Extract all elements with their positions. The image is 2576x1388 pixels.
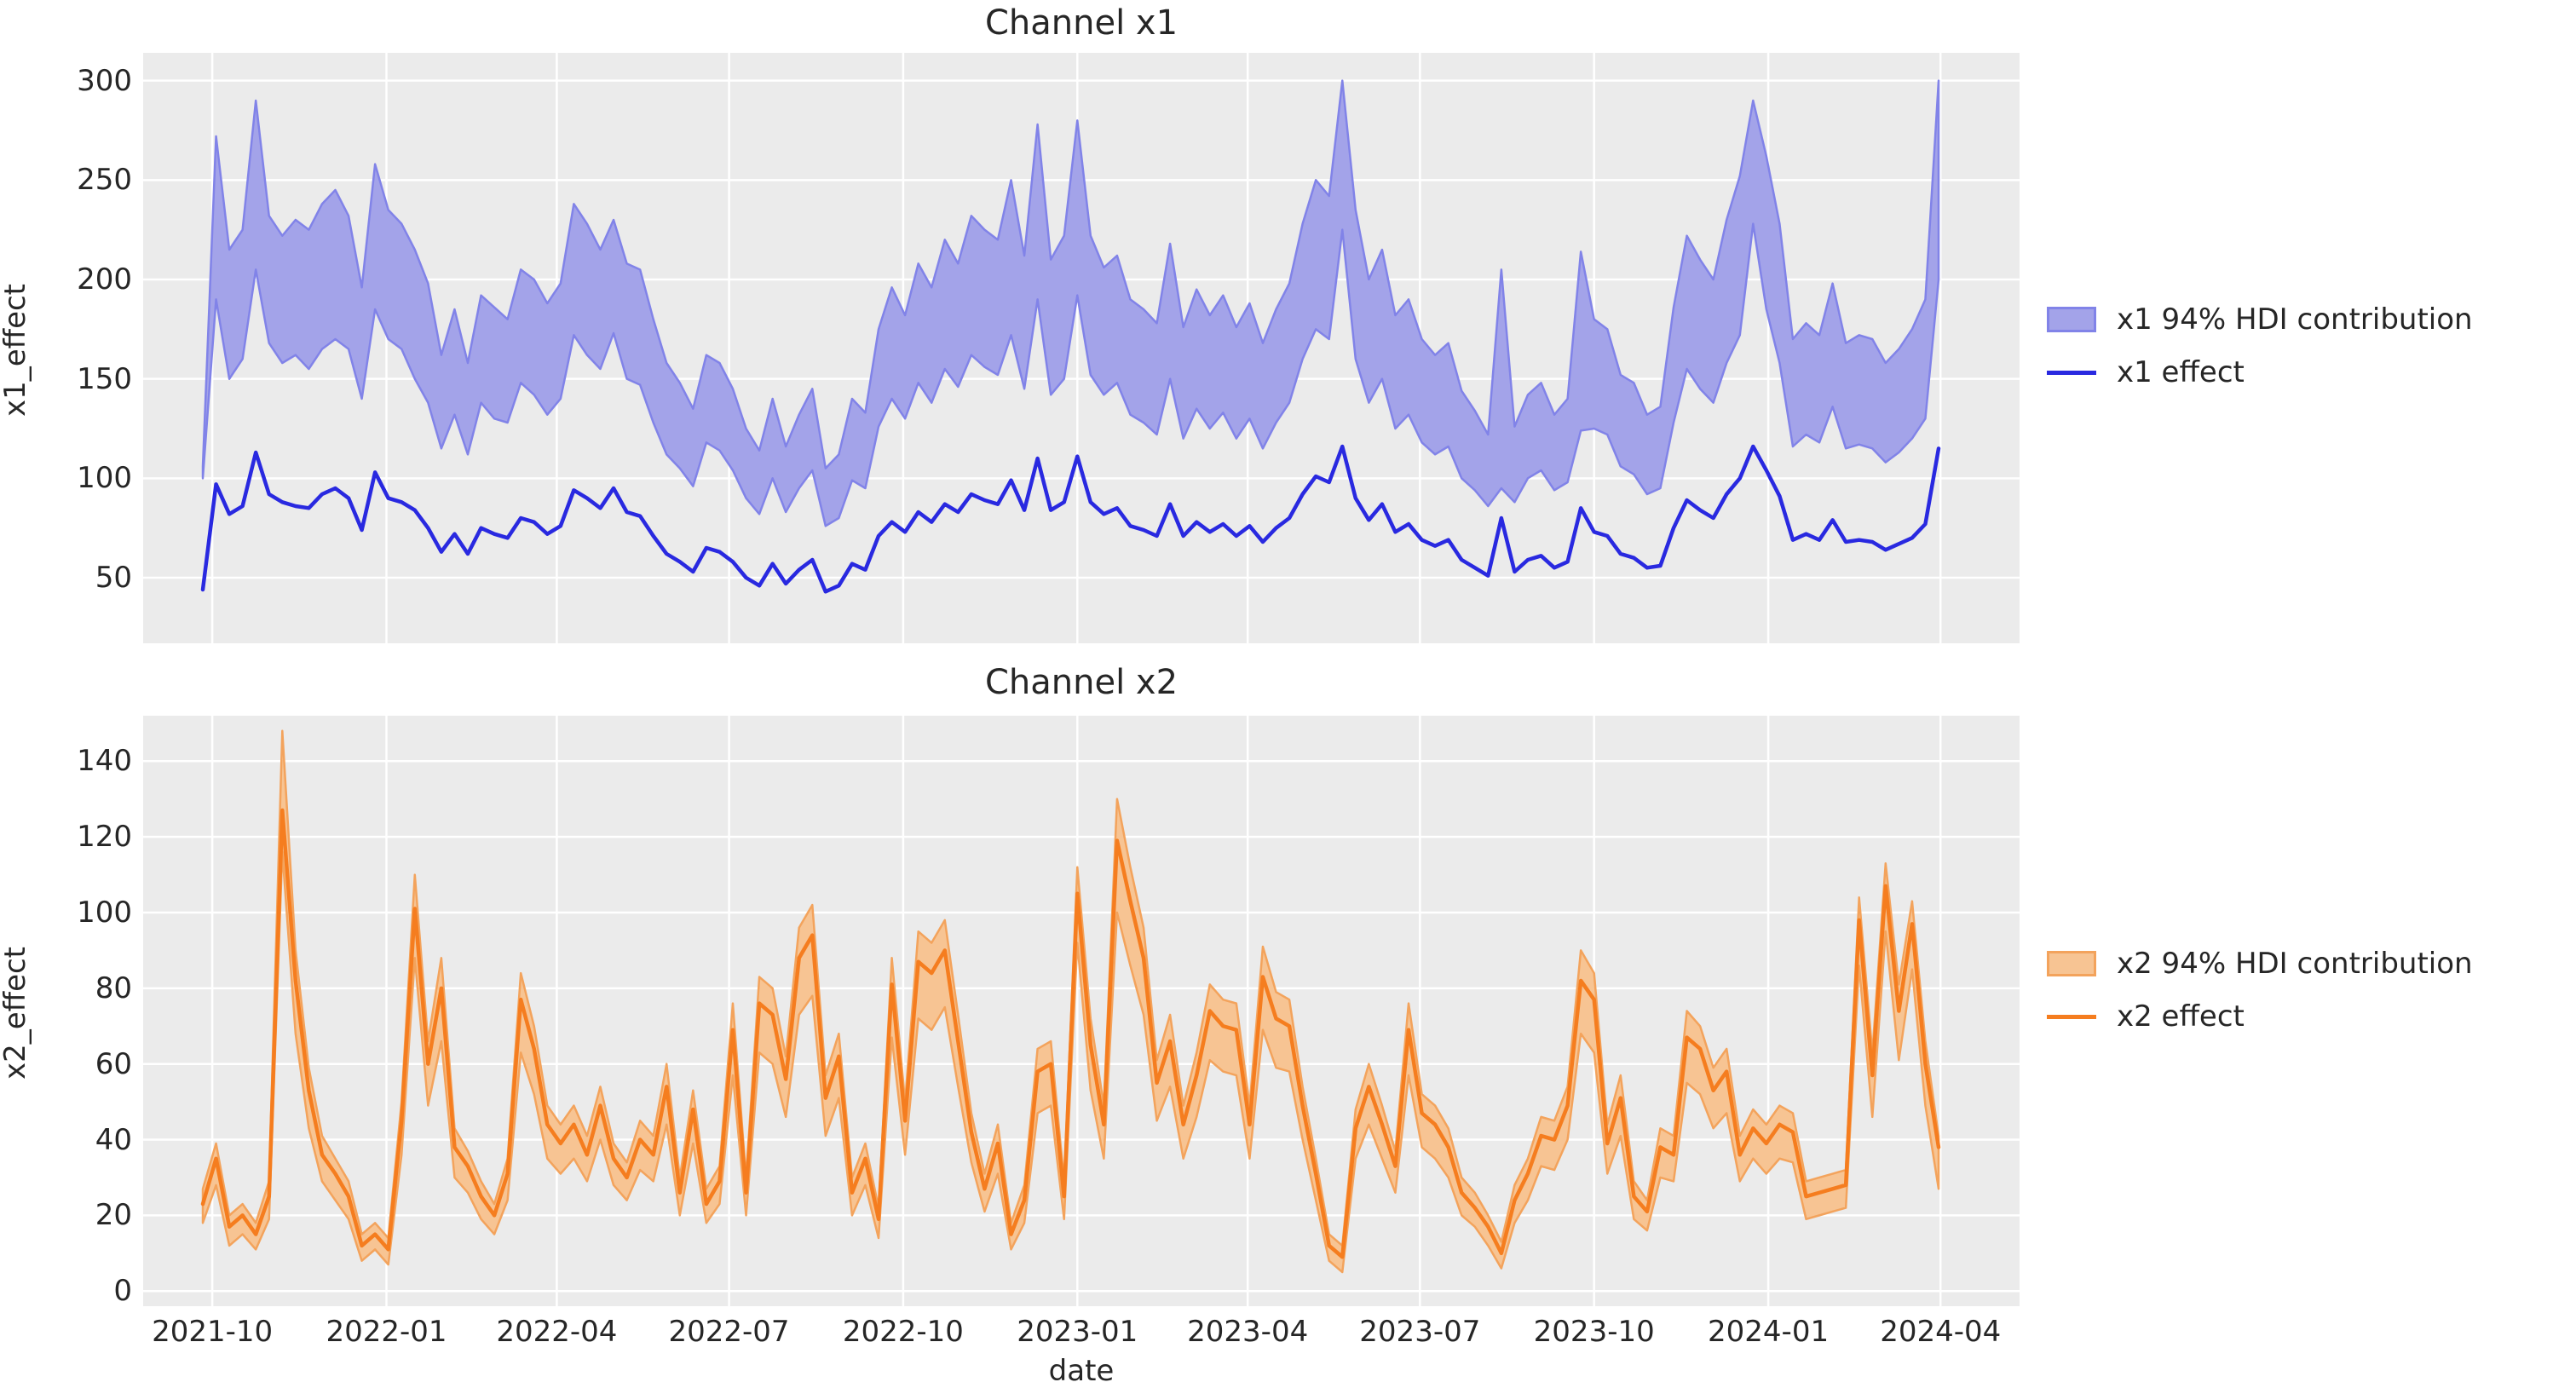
legend-item-effect-x2: x2 effect — [2047, 998, 2473, 1035]
chart2-title: Channel x2 — [984, 663, 1179, 702]
y-tick-label: 100 — [77, 896, 132, 930]
y-tick-label: 140 — [77, 744, 132, 779]
x-tick-label: 2022-04 — [496, 1315, 618, 1349]
legend-label: x1 effect — [2117, 355, 2245, 389]
chart1-legend: x1 94% HDI contribution x1 effect — [2047, 301, 2473, 391]
y-tick-label: 200 — [77, 262, 132, 297]
y-tick-label: 150 — [77, 361, 132, 396]
y-tick-label: 0 — [113, 1274, 132, 1309]
y-tick-label: 60 — [95, 1046, 132, 1081]
effect-line-swatch-icon — [2047, 370, 2096, 375]
x-tick-label: 2023-10 — [1533, 1315, 1655, 1349]
x-tick-label: 2022-07 — [668, 1315, 790, 1349]
x-tick-label: 2023-07 — [1359, 1315, 1481, 1349]
legend-item-effect-x1: x1 effect — [2047, 354, 2473, 391]
chart1-title: Channel x1 — [984, 3, 1179, 43]
x-tick-label: 2022-01 — [326, 1315, 447, 1349]
x-tick-label: 2021-10 — [152, 1315, 274, 1349]
legend-label: x1 94% HDI contribution — [2117, 302, 2473, 337]
y-tick-label: 80 — [95, 970, 132, 1005]
y-tick-label: 120 — [77, 820, 132, 855]
x-tick-label: 2024-04 — [1880, 1315, 2002, 1349]
chart2-legend: x2 94% HDI contribution x2 effect — [2047, 945, 2473, 1035]
y-tick-label: 20 — [95, 1198, 132, 1233]
x-tick-label: 2022-10 — [842, 1315, 964, 1349]
hdi-band-swatch-icon — [2047, 951, 2096, 976]
y-tick-label: 50 — [95, 561, 132, 595]
effect-line-swatch-icon — [2047, 1014, 2096, 1019]
x-tick-label: 2023-01 — [1017, 1315, 1138, 1349]
legend-item-hdi-x1: x1 94% HDI contribution — [2047, 301, 2473, 338]
chart1-y-axis-label: x1_effect — [0, 283, 32, 418]
y-tick-label: 300 — [77, 63, 132, 98]
hdi-band-swatch-icon — [2047, 307, 2096, 332]
x-tick-label: 2024-01 — [1708, 1315, 1830, 1349]
legend-label: x2 94% HDI contribution — [2117, 947, 2473, 981]
chart1-plot-area — [143, 53, 2020, 643]
x-tick-label: 2023-04 — [1187, 1315, 1309, 1349]
chart2-plot-area — [143, 716, 2020, 1306]
legend-label: x2 effect — [2117, 999, 2245, 1034]
legend-item-hdi-x2: x2 94% HDI contribution — [2047, 945, 2473, 982]
y-tick-label: 40 — [95, 1122, 132, 1157]
y-tick-label: 250 — [77, 163, 132, 198]
y-tick-label: 100 — [77, 461, 132, 496]
x-axis-label: date — [1048, 1354, 1115, 1388]
